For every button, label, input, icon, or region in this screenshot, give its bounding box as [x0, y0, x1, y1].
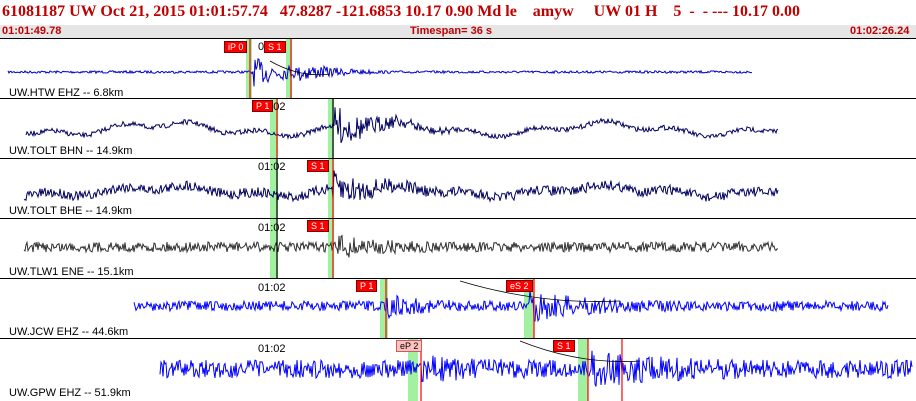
pick-flag[interactable]: S 1	[307, 220, 329, 232]
pick-flag[interactable]: S 1	[307, 160, 329, 172]
station-label: UW.GPW EHZ -- 51.9km	[9, 387, 131, 399]
station-label: UW.JCW EHZ -- 44.6km	[9, 326, 129, 338]
trace-panel[interactable]: 01:02 iP 0 S 1 UW.HTW EHZ -- 6.8km 01:02…	[0, 38, 916, 401]
station-label: UW.TLW1 ENE -- 15.1km	[9, 266, 134, 278]
time-label: 01:02	[258, 222, 286, 234]
waveform-tolt-bhn	[25, 99, 779, 159]
trace-tolt-bhn[interactable]: 01:02 P 1 UW.TOLT BHN -- 14.9km	[0, 98, 916, 159]
trace-gpw[interactable]: 01:02 eP 2 S 1 UW.GPW EHZ -- 51.9km	[0, 338, 916, 401]
station-label: UW.TOLT BHN -- 14.9km	[9, 145, 133, 157]
pick-flag[interactable]: eP 2	[396, 340, 423, 352]
pick-flag[interactable]: S 1	[264, 41, 286, 53]
start-time: 01:01:49.78	[2, 25, 62, 37]
pick-flag[interactable]: P 1	[356, 280, 378, 292]
pick-flag[interactable]: S 1	[553, 340, 575, 352]
end-time: 01:02:26.24	[850, 25, 910, 37]
trace-htw[interactable]: 01:02 iP 0 S 1 UW.HTW EHZ -- 6.8km	[0, 38, 916, 99]
trace-tlw1[interactable]: 01:02 S 1 UW.TLW1 ENE -- 15.1km	[0, 218, 916, 279]
waveform-tolt-bhe	[23, 159, 779, 219]
trace-jcw[interactable]: 01:02 P 1 eS 2 UW.JCW EHZ -- 44.6km	[0, 278, 916, 339]
header: 61081187 UW Oct 21, 2015 01:01:57.74 47.…	[0, 0, 916, 38]
station-label: UW.TOLT BHE -- 14.9km	[9, 205, 132, 217]
trace-tolt-bhe[interactable]: 01:02 S 1 UW.TOLT BHE -- 14.9km	[0, 158, 916, 219]
time-label: 01:02	[258, 282, 286, 294]
timespan: Timespan= 36 s	[410, 25, 493, 37]
time-bar: 01:01:49.78 Timespan= 36 s 01:02:26.24	[0, 25, 916, 38]
waveform-tlw1	[23, 219, 778, 279]
waveform-gpw	[159, 339, 913, 401]
pick-flag[interactable]: eS 2	[506, 280, 533, 292]
pick-flag[interactable]: P 1	[252, 100, 274, 112]
waveform-jcw	[133, 279, 889, 339]
time-label: 01:02	[258, 161, 286, 173]
pick-flag[interactable]: iP 0	[224, 41, 248, 53]
station-label: UW.HTW EHZ -- 6.8km	[9, 87, 124, 99]
waveform-htw	[7, 39, 753, 99]
time-label: 01:02	[258, 343, 286, 355]
event-title: 61081187 UW Oct 21, 2015 01:01:57.74 47.…	[2, 3, 801, 20]
